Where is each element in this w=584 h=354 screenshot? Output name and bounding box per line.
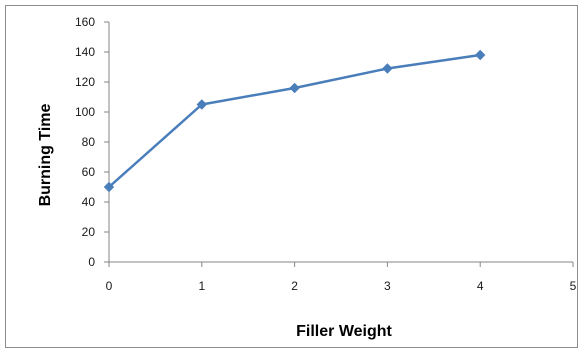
y-tick-label: 40 bbox=[82, 195, 96, 209]
y-tick-label: 80 bbox=[82, 135, 96, 149]
x-tick-label: 5 bbox=[570, 279, 577, 293]
series-layer bbox=[103, 49, 486, 193]
y-tick-label: 60 bbox=[82, 165, 96, 179]
x-axis-title: Filler Weight bbox=[296, 323, 392, 340]
y-tick-label: 0 bbox=[88, 255, 95, 269]
series-line bbox=[108, 53, 481, 188]
x-tick-labels: 0 1 2 3 4 5 bbox=[106, 262, 577, 293]
axes bbox=[108, 22, 573, 263]
data-point-marker bbox=[196, 99, 208, 110]
x-tick-label: 3 bbox=[384, 279, 391, 293]
data-point-marker bbox=[289, 82, 300, 94]
data-point-marker bbox=[474, 49, 486, 61]
y-tick-label: 160 bbox=[75, 15, 95, 29]
data-point-marker bbox=[103, 181, 115, 193]
y-tick-labels: 0 20 40 60 80 100 120 140 160 bbox=[75, 15, 109, 269]
y-tick-label: 20 bbox=[82, 225, 96, 239]
y-tick-label: 140 bbox=[75, 45, 95, 59]
x-tick-label: 4 bbox=[477, 279, 484, 293]
x-tick-label: 1 bbox=[198, 279, 205, 293]
chart-frame bbox=[5, 5, 578, 348]
x-tick-label: 2 bbox=[291, 279, 298, 293]
y-tick-label: 100 bbox=[75, 105, 95, 119]
x-tick-label: 0 bbox=[106, 279, 113, 293]
y-tick-label: 120 bbox=[75, 75, 95, 89]
data-point-marker bbox=[382, 63, 393, 74]
y-axis-title: Burning Time bbox=[37, 103, 54, 206]
